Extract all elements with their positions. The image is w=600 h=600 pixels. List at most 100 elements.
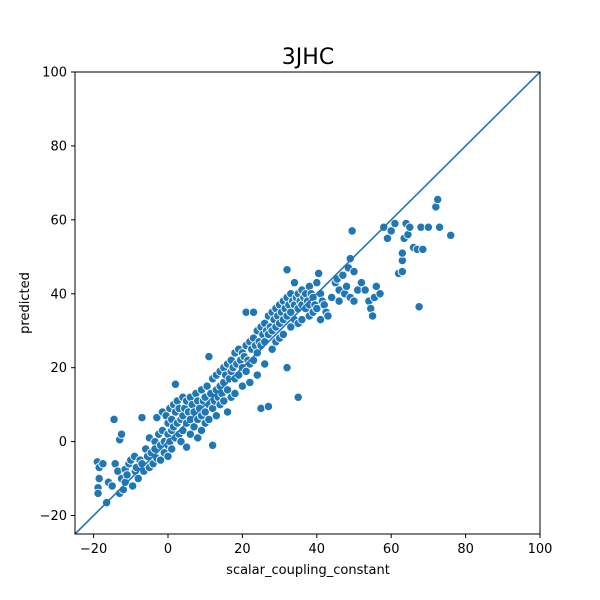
data-point — [200, 407, 210, 417]
data-point — [176, 436, 186, 447]
data-point — [204, 351, 214, 362]
y-tick-label: 60 — [50, 213, 67, 228]
data-point — [323, 311, 333, 321]
x-axis-label: scalar_coupling_constant — [226, 563, 390, 578]
data-point — [116, 429, 127, 439]
x-tick-label: 40 — [309, 542, 326, 557]
data-point — [155, 455, 166, 465]
data-point — [434, 222, 445, 232]
y-axis: −20 0 20 40 60 80 100 — [40, 66, 75, 524]
plot-frame — [74, 71, 541, 535]
reference-line — [74, 71, 541, 535]
y-tick-label: 20 — [50, 361, 67, 376]
data-point — [267, 344, 277, 354]
y-tick-label: 40 — [50, 287, 67, 302]
data-point — [418, 244, 428, 255]
data-point — [341, 281, 352, 292]
data-point — [414, 302, 424, 312]
data-point — [94, 473, 104, 484]
data-point — [293, 392, 303, 402]
data-point — [109, 414, 119, 425]
x-tick-label: 60 — [383, 542, 400, 557]
data-point — [371, 281, 381, 292]
data-point — [163, 451, 173, 462]
y-tick-label: 100 — [42, 66, 67, 81]
data-point — [327, 292, 337, 303]
y-tick-label: 80 — [50, 139, 67, 154]
data-point — [338, 270, 348, 280]
data-point — [252, 370, 262, 380]
y-axis-label: predicted — [18, 272, 33, 334]
data-point — [347, 226, 357, 236]
data-point — [349, 266, 359, 277]
data-point — [334, 296, 344, 306]
plot-area — [74, 71, 541, 535]
data-point — [222, 385, 233, 395]
data-point — [433, 194, 443, 205]
data-point — [152, 412, 162, 423]
data-point — [382, 233, 393, 243]
data-point — [204, 414, 214, 425]
data-point — [297, 314, 307, 325]
data-point — [282, 363, 292, 373]
data-point — [367, 311, 378, 321]
data-point — [286, 307, 296, 317]
data-point — [282, 265, 292, 275]
x-tick-label: 100 — [528, 542, 553, 557]
data-point — [356, 278, 367, 288]
data-point — [107, 481, 117, 491]
data-point — [222, 407, 233, 417]
data-point — [260, 359, 270, 369]
data-point — [181, 442, 192, 452]
data-point — [185, 429, 195, 439]
data-point — [360, 285, 370, 295]
data-point — [133, 473, 143, 484]
data-point — [397, 266, 408, 277]
data-point — [128, 481, 138, 491]
data-point — [237, 381, 248, 391]
data-point — [193, 433, 203, 443]
x-tick-label: 80 — [457, 542, 474, 557]
data-point — [167, 444, 177, 454]
data-point — [137, 412, 147, 423]
data-point — [202, 381, 212, 391]
data-point — [397, 248, 408, 258]
data-point — [390, 218, 400, 229]
x-tick-label: −20 — [80, 542, 107, 557]
data-point — [386, 226, 396, 236]
data-point — [314, 268, 324, 279]
data-point — [263, 401, 274, 412]
x-axis: −20 0 20 40 60 80 100 — [80, 534, 553, 557]
data-point — [423, 222, 434, 232]
data-point — [349, 296, 359, 306]
x-tick-label: 0 — [164, 542, 172, 557]
data-point — [446, 230, 456, 241]
data-point — [170, 379, 181, 389]
data-point — [286, 322, 296, 332]
data-point — [219, 396, 229, 406]
data-point — [93, 488, 103, 498]
data-point — [312, 278, 322, 288]
data-point — [196, 425, 207, 436]
data-point — [230, 388, 240, 399]
y-tick-label: −20 — [40, 509, 67, 524]
data-point — [211, 411, 222, 421]
x-tick-label: 20 — [234, 542, 251, 557]
data-point — [289, 278, 300, 288]
chart-title: 3JHC — [282, 45, 334, 70]
data-point — [315, 314, 326, 325]
data-point — [278, 329, 288, 340]
data-point — [245, 377, 255, 388]
data-point — [405, 222, 415, 232]
data-point — [375, 289, 385, 299]
data-point — [98, 459, 108, 469]
data-point — [122, 470, 132, 480]
data-point — [189, 422, 199, 432]
data-point — [207, 440, 218, 450]
y-tick-label: 0 — [59, 435, 67, 450]
data-point — [312, 303, 322, 314]
data-point — [241, 366, 251, 377]
data-point — [345, 253, 355, 264]
data-point — [248, 307, 259, 317]
